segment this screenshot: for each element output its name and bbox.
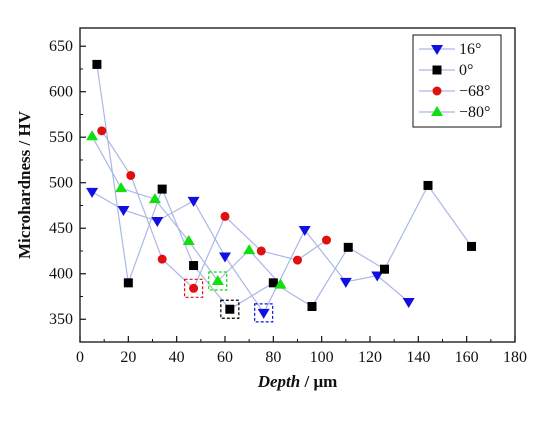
data-point-square — [123, 278, 133, 288]
y-tick-label: 450 — [49, 220, 73, 237]
data-point-circle — [220, 211, 230, 221]
data-point-circle — [432, 86, 442, 96]
highlight-box — [183, 278, 204, 298]
data-point-circle — [322, 235, 331, 245]
y-axis-title: Microhardness / HV — [15, 110, 34, 259]
x-tick-label: 60 — [217, 349, 233, 366]
y-tick-label: 650 — [49, 38, 73, 55]
x-tick-label: 160 — [455, 349, 479, 366]
data-point-circle — [126, 170, 136, 180]
data-point-triangle-down — [187, 196, 200, 207]
data-point-triangle-down — [219, 252, 231, 263]
y-tick-label: 600 — [49, 84, 73, 101]
highlight-box — [254, 303, 274, 323]
x-tick-label: 20 — [120, 349, 136, 366]
data-point-triangle-up — [182, 234, 195, 245]
series-markers — [86, 59, 476, 319]
legend-label: −68° — [459, 83, 490, 100]
legend-label: 0° — [459, 62, 473, 79]
highlight-box — [208, 271, 228, 291]
data-point-circle — [97, 126, 107, 136]
axes: 0 20 40 60 80 100 120 140 160 180 350 400 450 500 550 6… — [49, 27, 527, 366]
data-point-triangle-up — [243, 244, 256, 255]
x-axis-title-unit: / μm — [300, 372, 337, 391]
data-point-square — [343, 242, 353, 252]
y-tick-label: 350 — [49, 311, 73, 328]
data-point-square — [423, 180, 433, 190]
series-line — [101, 130, 327, 290]
data-point-triangle-down — [298, 226, 311, 237]
data-point-triangle-down — [371, 271, 384, 282]
data-point-triangle-down — [431, 45, 443, 55]
highlight-boxes — [183, 271, 274, 323]
x-axis-title-italic: Depth — [257, 372, 301, 391]
x-tick-label: 0 — [76, 349, 84, 366]
data-point-triangle-up — [115, 182, 128, 193]
data-point-circle — [256, 246, 266, 256]
data-point-triangle-up — [274, 278, 287, 289]
y-tick-label: 550 — [49, 129, 73, 146]
data-point-triangle-down — [117, 206, 130, 217]
legend: 16° 0° −68° −80° — [412, 34, 502, 128]
x-tick-label: 140 — [406, 349, 430, 366]
y-tick-label: 400 — [49, 266, 73, 283]
data-point-triangle-down — [402, 297, 415, 308]
data-point-square — [189, 261, 199, 271]
data-point-circle — [157, 254, 167, 264]
data-point-square — [467, 241, 476, 251]
x-tick-label: 100 — [310, 349, 334, 366]
series-line — [91, 191, 410, 315]
data-point-triangle-up — [148, 193, 161, 204]
x-tick-label: 120 — [358, 349, 382, 366]
data-point-square — [432, 65, 442, 75]
data-point-square — [157, 184, 167, 194]
x-axis-title: Depth / μm — [257, 372, 338, 391]
x-tick-label: 80 — [265, 349, 281, 366]
y-tick-label: 500 — [49, 175, 73, 192]
data-point-circle — [293, 255, 302, 265]
data-point-triangle-down — [257, 308, 270, 319]
data-point-triangle-up — [86, 130, 99, 141]
data-point-square — [92, 59, 102, 69]
data-point-square — [380, 264, 389, 274]
data-point-triangle-up — [211, 275, 224, 286]
data-point-triangle-down — [86, 187, 99, 198]
x-tick-label: 180 — [503, 349, 527, 366]
data-point-triangle-down — [151, 216, 164, 227]
legend-label: 16° — [459, 41, 481, 58]
highlight-box — [220, 299, 240, 319]
data-point-triangle-up — [431, 106, 443, 116]
data-point-square — [225, 304, 235, 314]
x-tick-label: 40 — [169, 349, 185, 366]
legend-label: −80° — [459, 104, 490, 121]
data-point-square — [307, 302, 317, 312]
data-point-circle — [189, 283, 199, 293]
data-point-square — [268, 278, 278, 288]
data-point-triangle-down — [339, 277, 352, 288]
